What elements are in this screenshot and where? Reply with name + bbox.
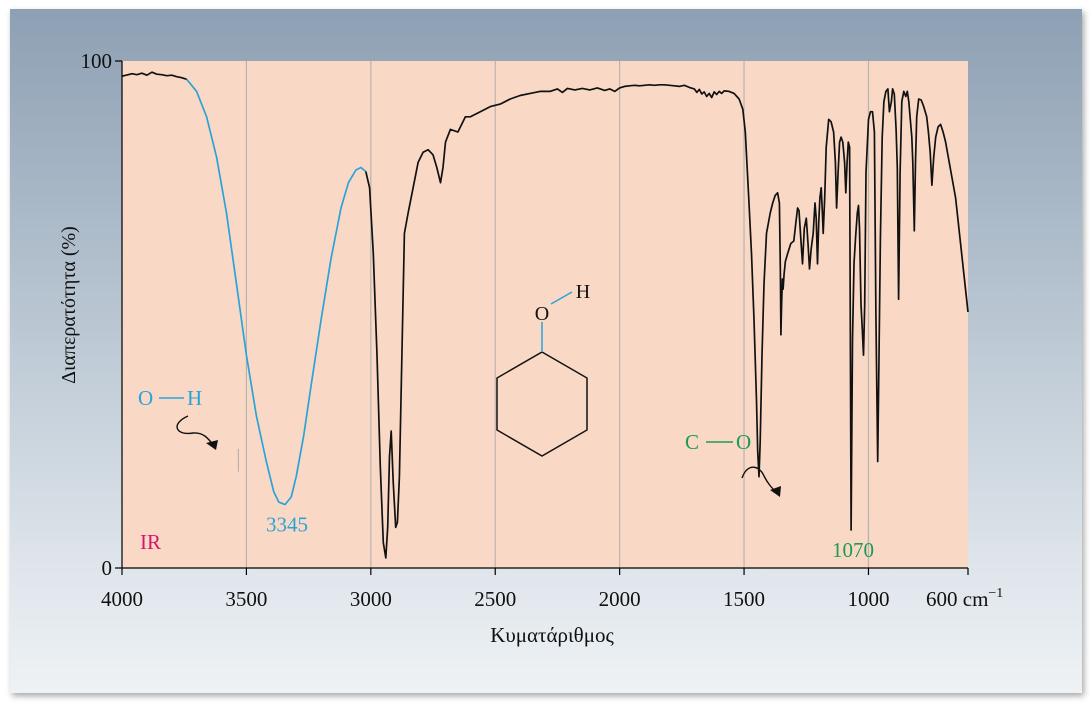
oh-arrow-head bbox=[206, 440, 218, 450]
spectrum-segment-0 bbox=[121, 71, 187, 81]
x-tick-label-1000: 1000 bbox=[847, 587, 889, 611]
x-tick-label-2000: 2000 bbox=[599, 587, 641, 611]
structure-oxygen: O bbox=[535, 303, 549, 325]
co-atom-o: O bbox=[736, 430, 751, 454]
co-bond-annotation: C O bbox=[685, 430, 781, 497]
cyclohexane-ring bbox=[496, 351, 588, 457]
oh-arrow bbox=[176, 415, 215, 447]
y-tick-label-0: 0 bbox=[102, 556, 113, 580]
peak-label-1070: 1070 bbox=[832, 538, 874, 562]
o-h-bond bbox=[550, 291, 573, 305]
y-axis-label: Διαπερατότητα (%) bbox=[58, 226, 80, 384]
gridlines bbox=[245, 61, 870, 568]
x-tick-label-2500: 2500 bbox=[474, 587, 516, 611]
x-tick-label-4000: 4000 bbox=[101, 587, 143, 611]
spectrum-segment-1 bbox=[186, 78, 367, 506]
y-tick-label-100: 100 bbox=[81, 49, 113, 73]
spectrum-series bbox=[121, 71, 969, 559]
x-tick-label-600: 600 cm−1 bbox=[926, 586, 1003, 611]
structure-hydrogen: H bbox=[576, 281, 590, 303]
ir-label: IR bbox=[140, 530, 161, 554]
cyclohexanol-structure: O H bbox=[496, 281, 590, 457]
oh-atom-h: H bbox=[187, 386, 202, 410]
x-tick-label-1500: 1500 bbox=[723, 587, 765, 611]
x-tick-label-3500: 3500 bbox=[225, 587, 267, 611]
spectrum-segment-2 bbox=[364, 83, 969, 559]
x-tick-label-3000: 3000 bbox=[350, 587, 392, 611]
peak-labels: 3345 1070 bbox=[266, 513, 874, 562]
peak-label-3345: 3345 bbox=[266, 513, 308, 537]
x-tick-group: 4000 3500 3000 2500 2000 1500 1000 600 cm−1 bbox=[101, 568, 1003, 611]
x-axis-label: Κυματάριθμος bbox=[490, 623, 614, 647]
co-arrow-head bbox=[770, 486, 781, 497]
y-tick-group: 100 0 bbox=[81, 49, 122, 580]
oh-atom-o: O bbox=[138, 386, 153, 410]
oh-bond-annotation: O H bbox=[138, 386, 218, 450]
co-atom-c: C bbox=[685, 430, 699, 454]
co-arrow bbox=[741, 466, 777, 493]
